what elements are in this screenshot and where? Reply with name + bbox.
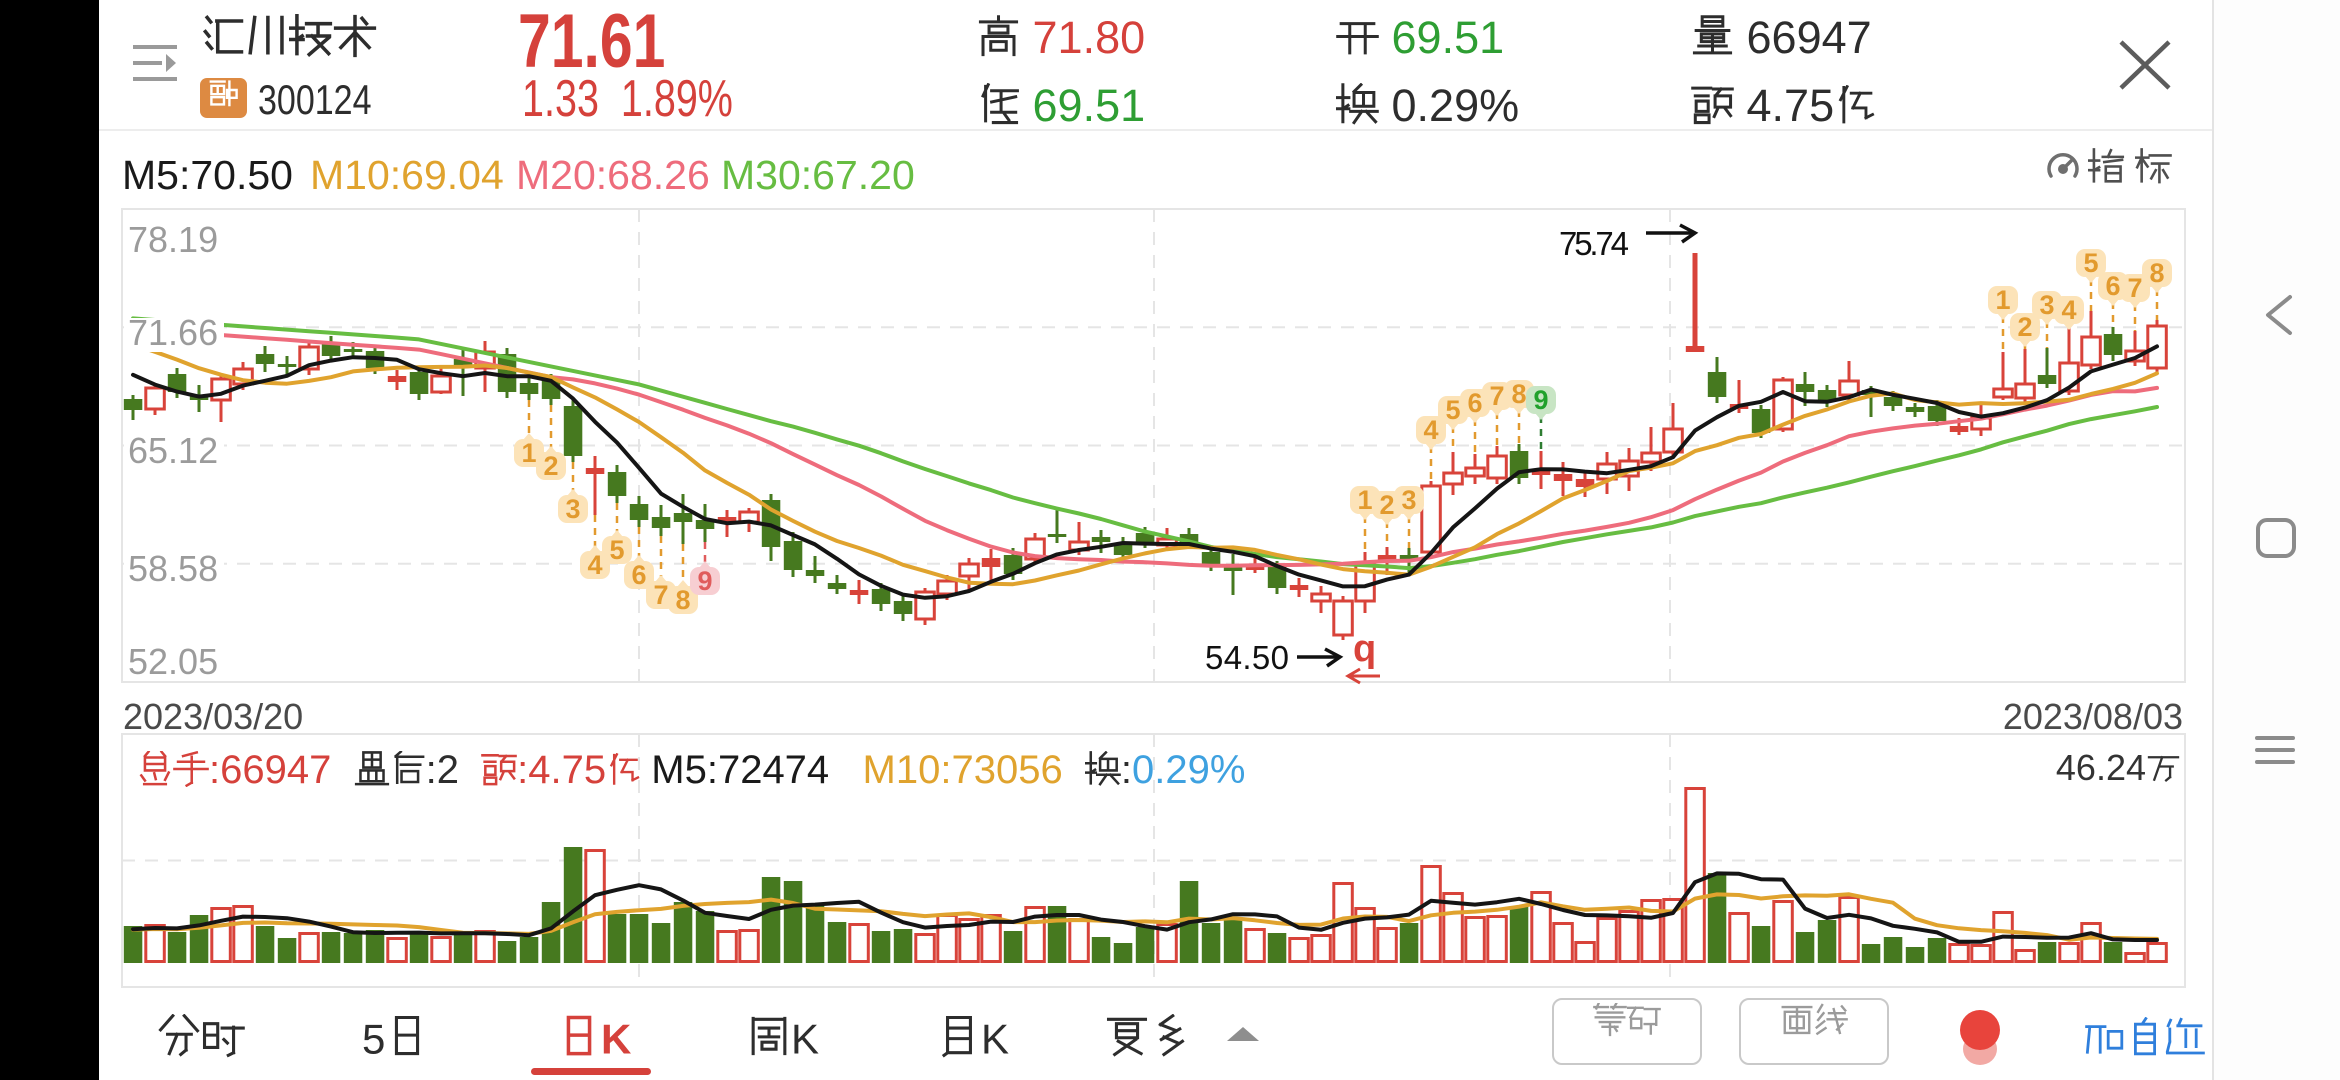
- svg-text:3: 3: [2039, 290, 2054, 320]
- svg-text:9: 9: [697, 566, 712, 596]
- svg-text:4: 4: [1423, 415, 1438, 445]
- svg-text:8: 8: [1511, 379, 1526, 409]
- svg-text:8: 8: [675, 585, 690, 615]
- svg-text:2: 2: [1379, 490, 1394, 520]
- svg-text:71.66: 71.66: [128, 312, 218, 353]
- svg-text:78.19: 78.19: [128, 219, 218, 260]
- svg-text:6: 6: [1467, 388, 1482, 418]
- svg-text:5: 5: [1445, 395, 1460, 425]
- svg-text:2023/08/03: 2023/08/03: [2003, 696, 2183, 737]
- svg-text:7: 7: [1489, 381, 1504, 411]
- svg-text:54.50: 54.50: [1205, 639, 1289, 676]
- svg-text:75.74: 75.74: [1559, 225, 1629, 262]
- svg-text:1: 1: [1357, 485, 1372, 515]
- svg-text:1: 1: [521, 438, 536, 468]
- svg-text:46.24: 46.24: [2056, 747, 2146, 788]
- svg-text:2023/03/20: 2023/03/20: [123, 696, 303, 737]
- svg-text:2: 2: [543, 451, 558, 481]
- svg-text:5: 5: [2083, 248, 2098, 278]
- svg-text:4: 4: [587, 550, 602, 580]
- svg-text:2: 2: [2017, 312, 2032, 342]
- svg-text:6: 6: [631, 560, 646, 590]
- svg-text:4: 4: [2061, 295, 2076, 325]
- svg-text:3: 3: [565, 494, 580, 524]
- svg-text:1: 1: [1995, 285, 2010, 315]
- svg-text:9: 9: [1533, 385, 1548, 415]
- svg-text:58.58: 58.58: [128, 548, 218, 589]
- svg-text:q: q: [1353, 628, 1376, 670]
- svg-text:8: 8: [2149, 258, 2164, 288]
- svg-text:5: 5: [609, 535, 624, 565]
- svg-text:65.12: 65.12: [128, 430, 218, 471]
- svg-text:6: 6: [2105, 271, 2120, 301]
- svg-text:7: 7: [653, 580, 668, 610]
- svg-text:7: 7: [2127, 273, 2142, 303]
- svg-text:52.05: 52.05: [128, 641, 218, 682]
- svg-text:3: 3: [1401, 485, 1416, 515]
